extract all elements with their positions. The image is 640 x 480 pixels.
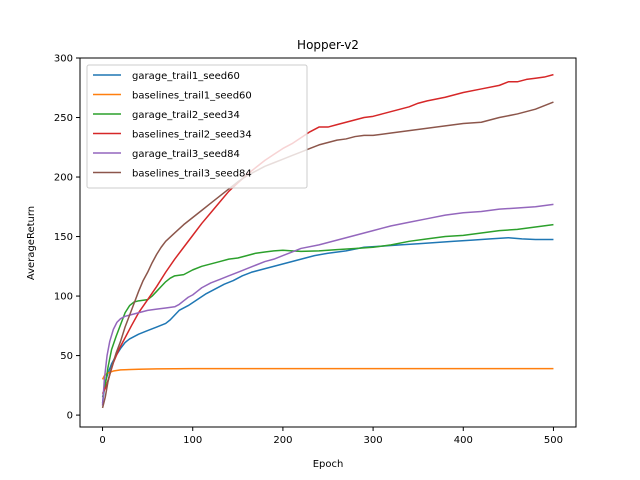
legend-entry: baselines_trail2_seed34 — [132, 130, 252, 141]
x-tick-label: 100 — [183, 435, 202, 446]
x-tick-label: 400 — [454, 435, 473, 446]
legend: garage_trail1_seed60 baselines_trail1_see… — [86, 64, 308, 189]
x-tick-label: 200 — [273, 435, 292, 446]
legend-entry: garage_trail3_seed84 — [132, 149, 240, 160]
x-tick-label: 500 — [544, 435, 563, 446]
legend-entry: baselines_trail1_seed60 — [132, 91, 252, 102]
series-line-3 — [101, 223, 554, 398]
x-tick-label: 300 — [364, 435, 383, 446]
plot-frame — [79, 57, 577, 428]
legend-box — [86, 64, 308, 189]
y-tick-label: 300 — [54, 54, 73, 65]
series-line-1 — [101, 236, 554, 404]
y-tick-label: 150 — [54, 232, 73, 243]
x-axis-label: Epoch — [313, 459, 344, 470]
y-axis: 0 50 100 150 200 250 300 — [54, 54, 80, 422]
y-axis-label: AverageReturn — [26, 206, 37, 280]
y-tick-label: 200 — [54, 173, 73, 184]
series-line-5 — [101, 203, 554, 406]
x-tick-label: 0 — [99, 435, 105, 446]
chart-title: Hopper-v2 — [297, 38, 359, 52]
legend-entry: baselines_trail3_seed84 — [132, 169, 252, 180]
legend-entry: garage_trail2_seed34 — [132, 110, 240, 121]
x-axis: 0 100 200 300 400 500 — [99, 427, 563, 446]
y-tick-label: 250 — [54, 113, 73, 124]
y-tick-label: 0 — [67, 411, 73, 422]
y-tick-label: 50 — [60, 351, 73, 362]
y-tick-label: 100 — [54, 292, 73, 303]
legend-entry: garage_trail1_seed60 — [132, 71, 240, 82]
